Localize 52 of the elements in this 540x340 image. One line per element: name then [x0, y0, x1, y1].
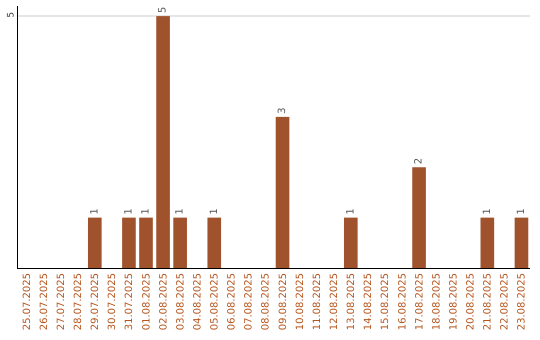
bar [88, 218, 102, 268]
x-tick-label: 01.08.2025 [141, 273, 152, 330]
bar [122, 218, 136, 268]
x-tick-label: 05.08.2025 [210, 273, 221, 330]
x-tick-label: 27.07.2025 [56, 273, 67, 330]
bar [514, 218, 528, 268]
x-tick-label: 31.07.2025 [124, 273, 136, 330]
data-label: 1 [89, 208, 100, 215]
x-tick-label: 20.08.2025 [466, 273, 477, 330]
x-tick-label: 03.08.2025 [175, 273, 186, 330]
x-tick-label: 08.08.2025 [260, 273, 272, 330]
bar [412, 167, 426, 268]
bar [156, 16, 170, 268]
data-label: 3 [277, 107, 288, 114]
x-tick-label: 30.07.2025 [107, 273, 118, 330]
x-tick-label: 09.08.2025 [278, 273, 289, 330]
x-tick-label: 10.08.2025 [294, 273, 306, 330]
data-label: 1 [174, 208, 186, 215]
data-label: 1 [208, 208, 220, 215]
x-tick-label: 07.08.2025 [244, 273, 255, 330]
bar [173, 218, 187, 268]
x-tick-label: 19.08.2025 [448, 273, 460, 330]
x-tick-label: 29.07.2025 [90, 273, 102, 330]
x-tick-label: 16.08.2025 [397, 273, 408, 330]
x-tick-label: 26.07.2025 [38, 273, 50, 330]
data-label: 5 [158, 6, 169, 14]
x-tick-label: 11.08.2025 [312, 273, 323, 330]
x-tick-label: 22.08.2025 [500, 273, 511, 330]
x-tick-label: 06.08.2025 [226, 273, 238, 330]
x-tick-label: 15.08.2025 [380, 273, 392, 330]
bar [480, 218, 494, 268]
data-label: 1 [123, 208, 134, 215]
data-label: 1 [345, 208, 356, 215]
x-tick-label: 12.08.2025 [328, 273, 340, 330]
data-label: 1 [482, 208, 493, 215]
x-tick-label: 25.07.2025 [22, 273, 33, 330]
bar [139, 218, 153, 268]
x-tick-label: 02.08.2025 [158, 273, 170, 330]
x-tick-label: 23.08.2025 [516, 273, 528, 330]
data-label: 2 [414, 158, 425, 164]
x-tick-label: 28.07.2025 [72, 273, 84, 330]
bar [344, 218, 358, 268]
x-tick-label: 21.08.2025 [482, 273, 494, 330]
x-tick-label: 18.08.2025 [431, 273, 442, 330]
x-tick-label: 13.08.2025 [346, 273, 358, 330]
bar [276, 116, 290, 268]
bar [207, 218, 222, 268]
data-label: 1 [140, 208, 152, 215]
x-tick-label: 14.08.2025 [363, 273, 374, 330]
data-label: 1 [516, 208, 527, 215]
x-tick-label: 17.08.2025 [414, 273, 426, 330]
x-tick-label: 04.08.2025 [192, 273, 204, 330]
